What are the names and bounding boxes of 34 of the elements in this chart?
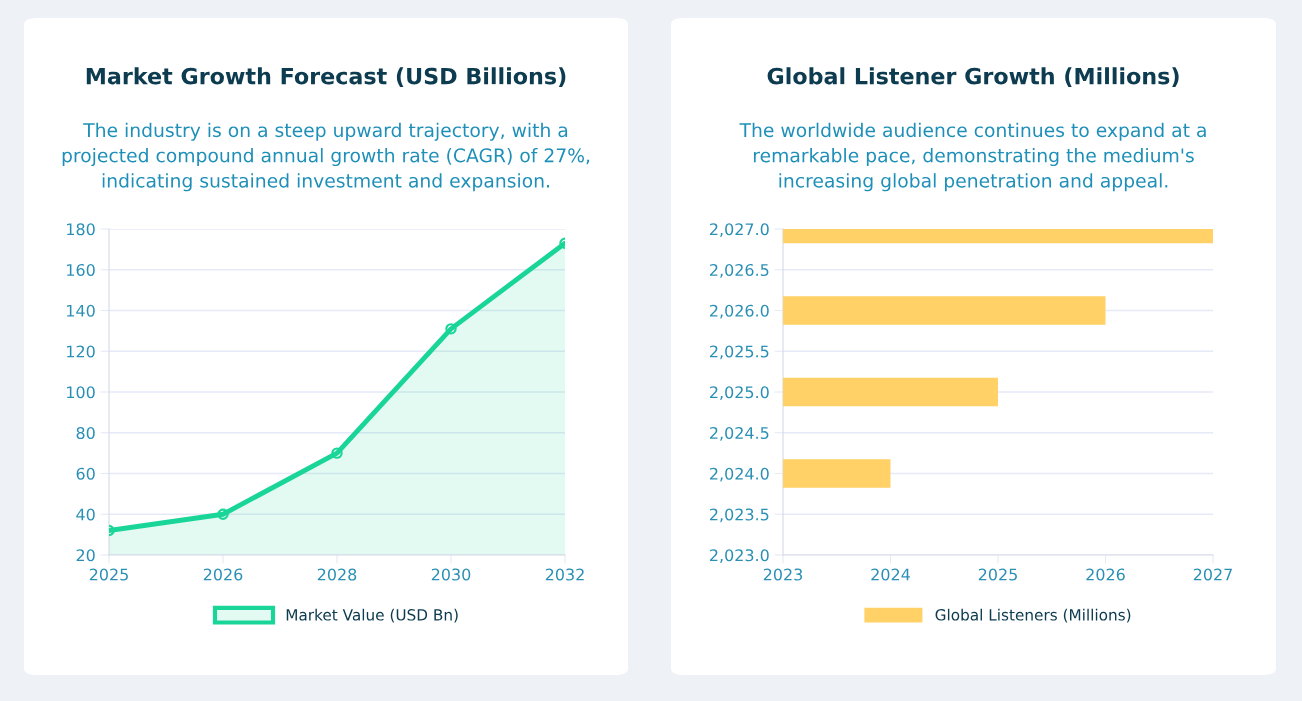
- y-tick-label: 2,027.0: [710, 223, 769, 237]
- y-tick-label: 180: [67, 223, 95, 236]
- x-tick-label: 2030: [431, 568, 471, 581]
- y-tick-label: 20: [76, 549, 95, 562]
- y-tick-label: 60: [76, 467, 95, 480]
- y-tick-label: 120: [67, 345, 95, 358]
- x-tick-label: 2024: [871, 568, 910, 581]
- y-tick-label: 2,026.0: [710, 304, 769, 319]
- y-tick-label: 100: [67, 386, 95, 399]
- x-tick-label: 2025: [978, 568, 1017, 581]
- y-tick-label: 2,023.0: [710, 549, 769, 563]
- y-tick-label: 140: [67, 304, 95, 317]
- legend-label: Global Listeners (Millions): [935, 608, 1131, 623]
- x-tick-label: 2028: [317, 568, 357, 581]
- x-tick-label: 2027: [1193, 568, 1232, 581]
- x-tick-label: 2023: [763, 568, 803, 581]
- y-tick-label: 80: [76, 426, 95, 440]
- y-tick-label: 2,025.0: [710, 386, 769, 400]
- y-tick-label: 2,024.0: [710, 467, 769, 482]
- chart-title: Global Listener Growth (Millions): [767, 67, 1179, 88]
- y-tick-label: 2,023.5: [710, 508, 769, 523]
- x-tick-label: 2025: [89, 568, 128, 581]
- legend-label: Market Value (USD Bn): [286, 608, 458, 623]
- chart-title: Market Growth Forecast (USD Billions): [86, 67, 566, 88]
- chart-subtitle: The worldwide audience continues to expand at a remarkable pace, demonstrating the medium's increasing global penetration and appeal.: [739, 122, 1206, 192]
- y-tick-label: 160: [67, 263, 95, 277]
- x-tick-label: 2032: [545, 568, 584, 581]
- y-tick-label: 2,025.5: [710, 345, 769, 360]
- x-tick-label: 2026: [1086, 568, 1125, 581]
- y-tick-label: 2,026.5: [710, 263, 769, 278]
- y-tick-label: 2,024.5: [710, 426, 769, 441]
- chart-subtitle: The industry is on a steep upward trajectory, with a projected compound annual growth rate (CAGR) of 27%, indicating sustained investment and expansion.: [62, 122, 590, 192]
- y-tick-label: 40: [76, 508, 95, 521]
- x-tick-label: 2026: [203, 568, 243, 581]
